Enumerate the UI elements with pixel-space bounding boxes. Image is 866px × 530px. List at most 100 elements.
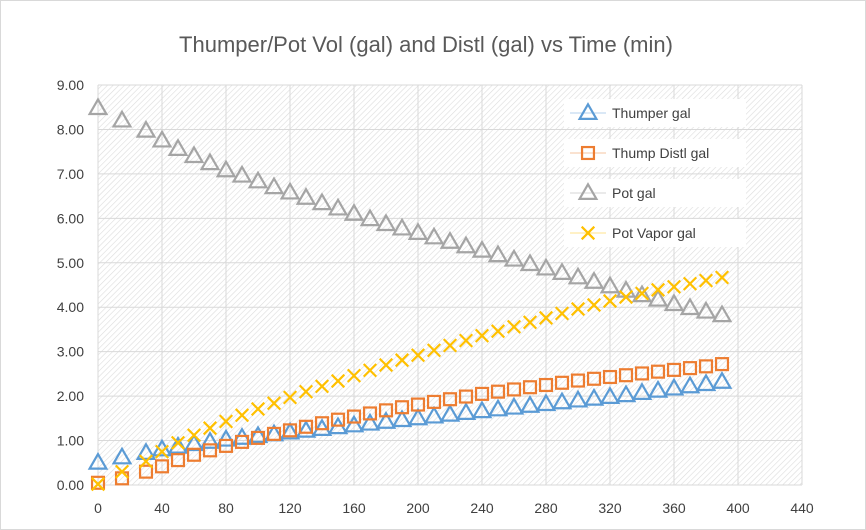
data-point — [503, 396, 525, 415]
legend-marker — [580, 225, 596, 241]
x-tick-label: 360 — [662, 500, 686, 516]
data-point — [282, 423, 298, 438]
data-point — [663, 293, 685, 312]
series-markers — [87, 97, 733, 492]
data-point — [650, 364, 666, 379]
chart-title: Thumper/Pot Vol (gal) and Distl (gal) vs… — [179, 32, 673, 57]
data-point — [114, 464, 130, 479]
data-point — [567, 389, 589, 408]
data-point — [135, 442, 157, 460]
data-point — [538, 377, 554, 393]
legend-marker — [577, 182, 599, 200]
x-tick-label: 80 — [218, 500, 234, 516]
data-point — [314, 379, 330, 394]
data-point — [551, 391, 573, 410]
data-point — [279, 421, 301, 440]
data-point — [346, 409, 362, 424]
data-point — [330, 412, 346, 427]
data-point — [202, 443, 218, 458]
data-point — [631, 382, 653, 400]
data-point — [503, 248, 525, 267]
data-point — [263, 176, 285, 195]
x-tick-label: 400 — [726, 500, 750, 516]
data-point — [375, 213, 397, 232]
data-point — [442, 338, 458, 353]
x-tick-label: 160 — [342, 500, 366, 516]
x-tick-label: 200 — [406, 500, 430, 516]
y-tick-label: 6.00 — [57, 210, 84, 226]
x-tick-label: 280 — [534, 500, 558, 516]
data-point — [506, 319, 522, 334]
data-point — [183, 145, 205, 164]
y-tick-label: 0.00 — [57, 477, 84, 493]
data-point — [602, 369, 618, 385]
data-point — [247, 170, 269, 189]
data-point — [279, 181, 301, 200]
data-point — [378, 357, 394, 373]
data-point — [378, 403, 394, 418]
data-point — [266, 426, 282, 441]
series-group — [87, 97, 733, 323]
legend-label: Thumper gal — [612, 105, 691, 121]
data-point — [167, 435, 189, 454]
data-point — [167, 138, 189, 156]
data-point — [698, 273, 714, 288]
data-point — [327, 197, 349, 216]
data-point — [407, 222, 429, 240]
y-tick-label: 3.00 — [57, 344, 84, 360]
data-point — [714, 270, 730, 285]
data-point — [615, 384, 637, 403]
data-point — [458, 389, 474, 404]
data-point — [679, 375, 701, 394]
data-point — [154, 459, 170, 474]
x-tick-label: 0 — [94, 500, 102, 516]
data-point — [250, 430, 266, 445]
data-point — [218, 414, 234, 429]
data-point — [439, 403, 461, 422]
data-point — [234, 434, 250, 449]
data-point — [682, 276, 698, 291]
data-point — [138, 464, 154, 479]
y-tick-label: 4.00 — [57, 299, 84, 315]
data-point — [570, 373, 586, 388]
data-point — [682, 361, 698, 376]
data-point — [111, 446, 133, 465]
data-point — [698, 359, 714, 374]
data-point — [663, 377, 685, 396]
data-point — [154, 444, 170, 459]
legend-marker — [580, 145, 596, 161]
data-point — [170, 435, 186, 450]
data-point — [359, 208, 381, 227]
data-point — [695, 300, 717, 319]
data-point — [170, 453, 186, 468]
data-point — [215, 428, 237, 447]
data-point — [295, 187, 317, 205]
y-tick-label: 9.00 — [57, 77, 84, 93]
data-point — [90, 477, 106, 492]
data-point — [391, 409, 413, 428]
data-point — [343, 203, 365, 221]
data-point — [455, 235, 477, 254]
data-point — [666, 362, 682, 377]
data-point — [298, 419, 314, 434]
data-point — [474, 386, 490, 401]
data-point — [618, 368, 634, 383]
data-point — [535, 257, 557, 276]
data-point — [599, 275, 621, 294]
data-point — [199, 431, 221, 449]
data-point — [458, 333, 474, 348]
data-point — [554, 306, 570, 321]
data-point — [407, 407, 429, 426]
data-point — [410, 397, 426, 412]
x-axis: 0 40 80 120 160 200 240 280 320 360 400 440 — [94, 500, 814, 516]
data-point — [471, 239, 493, 258]
data-point — [602, 293, 618, 309]
data-point — [666, 279, 682, 294]
x-tick-label: 320 — [598, 500, 622, 516]
data-point — [343, 414, 365, 433]
data-point — [583, 387, 605, 406]
data-point — [567, 266, 589, 285]
data-point — [183, 433, 205, 452]
data-point — [711, 371, 733, 389]
gridlines — [97, 84, 803, 486]
